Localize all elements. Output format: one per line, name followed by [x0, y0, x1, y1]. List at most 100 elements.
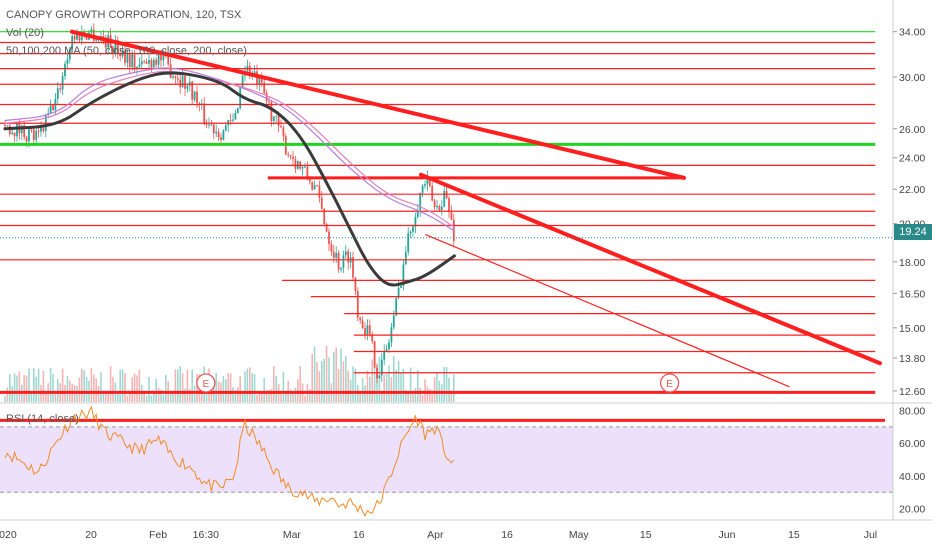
volume-bar: [117, 391, 119, 402]
candle-body: [325, 224, 328, 232]
volume-bar: [153, 390, 155, 402]
moving-average-line: [3, 71, 456, 287]
volume-bar: [93, 374, 95, 402]
volume-bar: [407, 391, 409, 402]
candle-body: [289, 155, 292, 157]
candle-body: [428, 176, 431, 186]
rsi-band: [0, 426, 893, 493]
volume-bar: [289, 389, 292, 402]
candle-body: [378, 375, 381, 379]
candle-body: [294, 159, 297, 169]
volume-legend: Vol (20): [6, 27, 44, 39]
candle-body: [224, 125, 227, 131]
candle-body: [4, 124, 6, 126]
volume-bar: [280, 394, 282, 402]
volume-bar: [383, 374, 385, 402]
volume-bar: [112, 377, 114, 402]
candle-body: [320, 197, 323, 210]
candle-body: [160, 54, 162, 61]
candle-body: [416, 210, 419, 217]
volume-bar: [129, 393, 131, 402]
candle-body: [28, 129, 30, 142]
volume-bar: [265, 390, 268, 402]
candle-body: [318, 185, 321, 198]
candle-body: [172, 76, 174, 78]
time-tick-label: 15: [788, 529, 800, 541]
candle-body: [436, 205, 438, 208]
volume-bar: [359, 392, 361, 402]
rsi-line: [4, 405, 455, 517]
candle-body: [332, 251, 335, 258]
volume-bar: [297, 379, 299, 402]
volume-bar: [30, 392, 33, 402]
candle-body: [287, 154, 290, 156]
volume-bar: [405, 390, 407, 402]
volume-bar: [105, 393, 107, 402]
candle-body: [304, 166, 306, 168]
volume-bar: [234, 389, 237, 402]
volume-bar: [325, 345, 328, 402]
candle-body: [433, 200, 436, 208]
volume-bar: [311, 353, 313, 402]
volume-bar: [6, 387, 9, 402]
volume-bar: [321, 360, 323, 402]
candle-body: [354, 277, 357, 292]
candle-body: [196, 91, 198, 104]
rsi-legend: RSI (14, close): [6, 413, 79, 425]
volume-bar: [229, 373, 232, 402]
candle-body: [186, 85, 189, 89]
volume-bar: [369, 376, 371, 402]
volume-bar: [155, 379, 157, 402]
volume-bar: [9, 374, 11, 402]
volume-bar: [131, 377, 133, 402]
volume-bar: [165, 374, 167, 402]
volume-bar: [249, 367, 251, 402]
volume-bar: [409, 367, 412, 402]
price-tick-label: 34.00: [899, 27, 925, 39]
volume-bar: [201, 390, 203, 402]
candle-body: [191, 81, 194, 100]
volume-bar: [45, 391, 47, 402]
volume-bar: [172, 392, 174, 402]
candle-body: [342, 255, 345, 269]
candle-body: [323, 209, 326, 225]
volume-bar: [395, 369, 397, 402]
candle-body: [368, 325, 371, 335]
volume-bar: [433, 377, 436, 402]
candle-body: [330, 244, 333, 252]
volume-bar: [143, 392, 145, 402]
time-tick-label: 15: [640, 529, 652, 541]
volume-bar: [270, 388, 273, 402]
time-tick-label: Apr: [427, 529, 444, 541]
volume-bar: [316, 361, 318, 402]
candle-body: [412, 226, 414, 232]
volume-bar: [157, 388, 160, 402]
volume-bar: [186, 369, 189, 402]
volume-bar: [18, 371, 21, 402]
candle-body: [248, 65, 251, 77]
volume-bar: [237, 387, 239, 402]
volume-bar: [253, 374, 256, 402]
candle-body: [181, 75, 184, 88]
time-tick-label: Mar: [283, 529, 302, 541]
candle-body: [356, 291, 359, 318]
candle-body: [126, 54, 129, 63]
volume-bar: [189, 388, 191, 402]
candle-body: [280, 126, 282, 128]
volume-bar: [429, 389, 431, 402]
price-tick-label: 22.00: [899, 184, 925, 196]
candle-body: [66, 59, 69, 64]
candle-body: [239, 86, 242, 109]
volume-bar: [100, 372, 102, 402]
volume-bar: [121, 369, 124, 402]
volume-bar: [124, 373, 126, 402]
candle-body: [157, 54, 160, 65]
price-tick-label: 26.00: [899, 124, 925, 136]
volume-bar: [313, 346, 316, 402]
volume-bar: [239, 376, 241, 402]
candle-body: [42, 127, 45, 131]
candle-body: [61, 76, 64, 90]
price-tick-label: 15.00: [899, 323, 925, 335]
